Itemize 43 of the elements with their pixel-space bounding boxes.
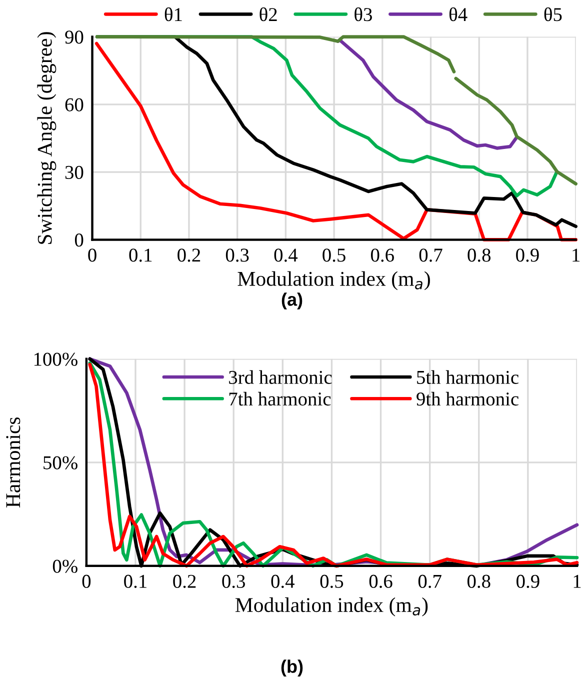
legend-label: 9th harmonic [416,392,518,406]
x-tick-label: 0.4 [271,574,295,588]
legend-label: θ5 [544,7,562,22]
legend-label: 3rd harmonic [229,370,332,384]
legend-label: 7th harmonic [229,392,331,406]
x-tick-label: 0.3 [226,248,249,262]
legend-label: θ1 [164,7,182,22]
x-tick-label: 0.4 [274,248,298,262]
legend-label: θ3 [354,7,372,22]
x-tick-label: 0.1 [129,248,152,262]
x-axis-title: Modulation index (m$_{a}$) [235,597,428,616]
y-axis-title: Switching Angle (degree) [37,32,56,244]
legend-label: 5th harmonic [417,370,518,384]
x-tick-label: 0.9 [516,248,539,262]
x-tick-label: 0.8 [468,248,491,262]
x-tick-label: 0.5 [322,248,346,262]
legend-label: θ2 [260,7,277,22]
x-tick-label: 0.6 [369,574,392,588]
x-tick-label: 0.2 [178,248,200,262]
x-tick-label: 0.6 [370,248,394,262]
x-tick-label: 0.7 [418,574,442,588]
x-tick-label: 1 [574,574,581,588]
x-axis-title: Modulation index (m$_{a}$) [238,271,430,290]
x-tick-label: 0.7 [419,248,442,262]
x-tick-label: 0.3 [222,574,245,588]
x-tick-label: 0.1 [124,574,146,588]
y-tick-label: 100% [34,352,78,366]
y-tick-label: 0 [74,234,84,247]
text: (b) [281,660,303,676]
x-tick-label: 0.2 [173,574,196,588]
text: (a) [282,292,302,310]
x-tick-label: 0.8 [467,574,490,588]
y-tick-label: 60 [65,98,84,112]
y-tick-label: 30 [65,166,84,180]
x-tick-label: 0 [88,248,96,262]
y-tick-label: 50% [44,456,78,470]
y-axis-title: Harmonics [6,417,20,508]
y-tick-label: 0% [52,560,78,573]
x-tick-label: 0.5 [320,574,344,588]
x-tick-label: 0.9 [516,574,540,588]
legend-label: θ4 [449,7,468,22]
x-tick-label: 1 [572,248,580,262]
y-tick-label: 90 [65,30,84,44]
